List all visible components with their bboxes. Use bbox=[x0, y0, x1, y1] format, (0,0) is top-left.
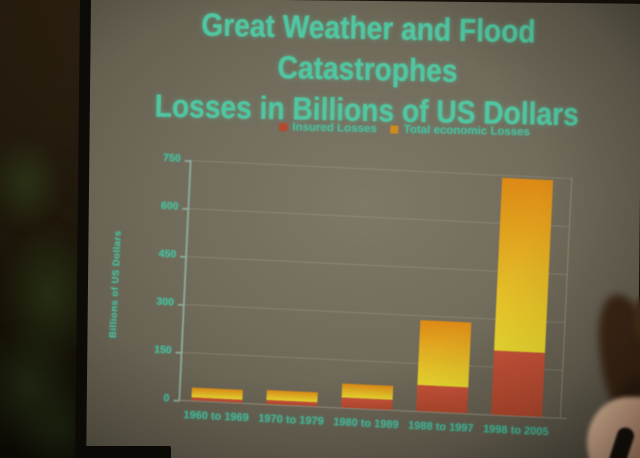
dark-object-bottom-left bbox=[83, 446, 171, 458]
audience-person-hair bbox=[633, 296, 640, 344]
potted-plant-silhouette bbox=[0, 135, 63, 230]
